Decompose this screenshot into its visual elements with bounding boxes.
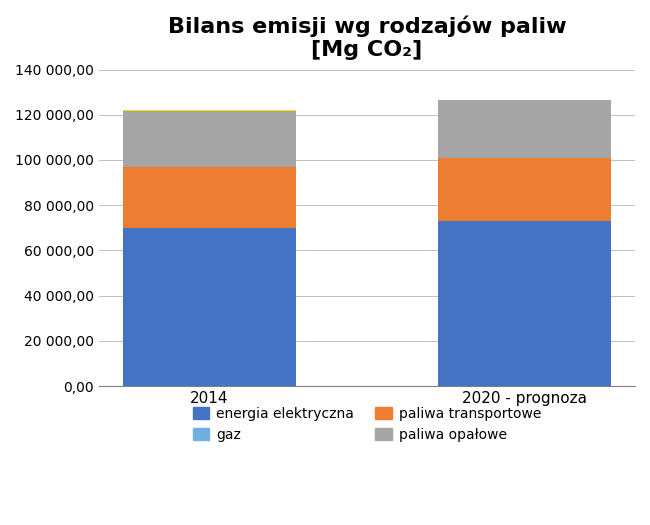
Bar (123, 228, 296, 386)
Bar (437, 221, 610, 386)
Bar (123, 167, 296, 228)
Bar (437, 100, 610, 158)
Legend: energia elektryczna, gaz, paliwa transportowe, paliwa opałowe: energia elektryczna, gaz, paliwa transpo… (186, 400, 548, 449)
Bar (123, 110, 296, 111)
Bar (123, 111, 296, 167)
Bar (437, 158, 610, 221)
Title: Bilans emisji wg rodzajów paliw
[Mg CO₂]: Bilans emisji wg rodzajów paliw [Mg CO₂] (168, 15, 566, 60)
